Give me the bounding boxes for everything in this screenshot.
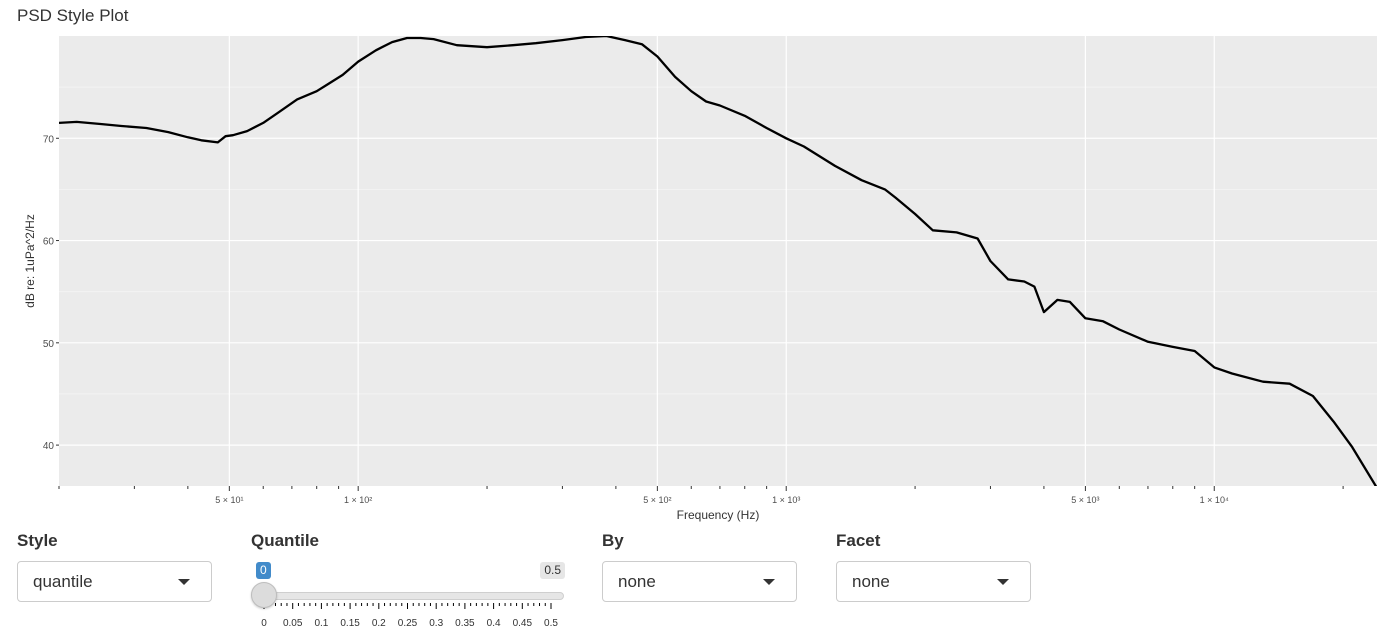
facet-label: Facet	[836, 531, 881, 550]
style-select[interactable]: quantile	[17, 561, 212, 602]
by-select-value: none	[618, 572, 656, 591]
style-select-value: quantile	[33, 572, 93, 591]
x-tick-label: 1 × 10⁴	[1200, 495, 1229, 505]
x-tick-label: 5 × 10³	[1071, 495, 1099, 505]
slider-tick-label: 0.45	[513, 618, 533, 629]
x-tick-label: 1 × 10³	[772, 495, 800, 505]
x-tick-label: 1 × 10²	[344, 495, 372, 505]
slider-max-badge: 0.5	[540, 562, 565, 579]
x-tick-label: 5 × 10²	[643, 495, 671, 505]
slider-tick-label: 0	[261, 618, 267, 629]
slider-tick-label: 0.4	[487, 618, 501, 629]
chevron-down-icon	[997, 579, 1009, 585]
series-line	[59, 36, 1377, 486]
by-select[interactable]: none	[602, 561, 797, 602]
page-title: PSD Style Plot	[17, 6, 129, 25]
slider-tick-label: 0.5	[544, 618, 558, 629]
slider-tick-label: 0.15	[340, 618, 360, 629]
slider-handle[interactable]	[251, 582, 277, 608]
x-tick-label: 5 × 10¹	[215, 495, 243, 505]
slider-tick-label: 0.25	[398, 618, 418, 629]
slider-min-badge: 0	[256, 562, 271, 579]
y-axis-label: dB re: 1uPa^2/Hz	[23, 214, 37, 308]
slider-tick-label: 0.1	[314, 618, 328, 629]
psd-chart: 40 50 60 70 5 × 10¹ 1 × 10² 5 × 10² 1 × 10³ 5 × …	[23, 36, 1377, 522]
slider-tick-label: 0.2	[372, 618, 386, 629]
y-tick-label: 40	[43, 441, 55, 452]
slider-tick-label: 0.35	[455, 618, 475, 629]
quantile-label: Quantile	[251, 531, 320, 550]
y-tick-label: 70	[43, 134, 55, 145]
chevron-down-icon	[178, 579, 190, 585]
quantile-slider[interactable]: 0 0.5 0 0.05 0.1 0.15 0.2 0.25 0.3 0.35 0.4 0.45 0…	[251, 558, 567, 634]
slider-tick-label: 0.3	[429, 618, 443, 629]
y-tick-label: 50	[43, 339, 55, 350]
y-tick-label: 60	[43, 237, 55, 248]
chevron-down-icon	[763, 579, 775, 585]
style-label: Style	[17, 531, 58, 550]
facet-select[interactable]: none	[836, 561, 1031, 602]
slider-grid: 0 0.05 0.1 0.15 0.2 0.25 0.3 0.35 0.4 0.45 0.5	[261, 603, 558, 629]
plot-background	[59, 36, 1377, 486]
facet-select-value: none	[852, 572, 890, 591]
plot-panel: 40 50 60 70 5 × 10¹ 1 × 10² 5 × 10² 1 × 10³ 5 × …	[43, 36, 1377, 505]
by-label: By	[602, 531, 624, 550]
slider-tick-label: 0.05	[283, 618, 303, 629]
x-axis-label: Frequency (Hz)	[677, 508, 760, 522]
